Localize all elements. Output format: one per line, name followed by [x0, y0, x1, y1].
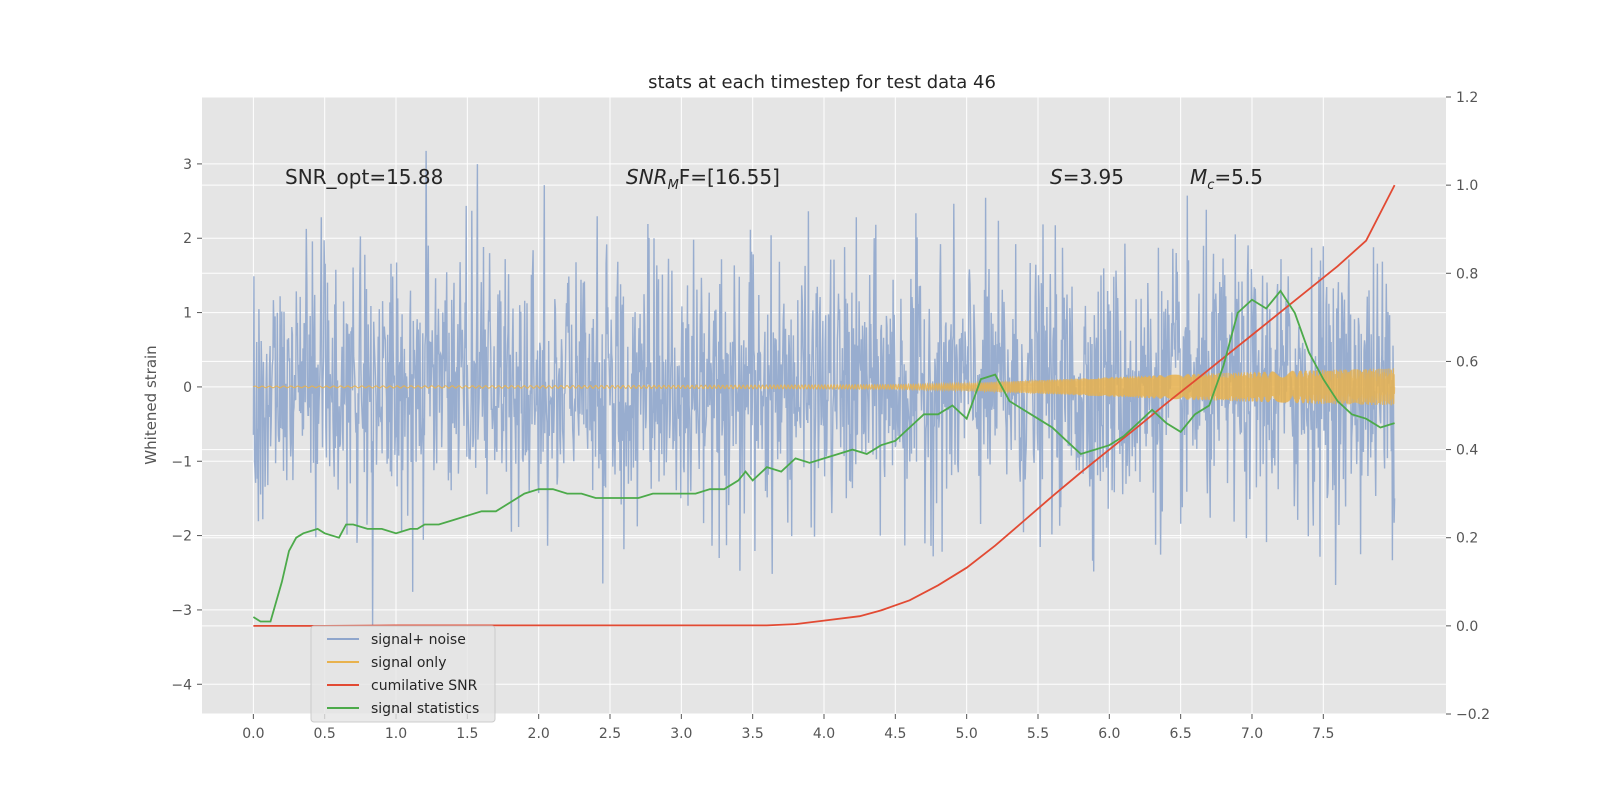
x-tick-label: 7.0 [1241, 726, 1263, 742]
y2-tick-label: 0.6 [1456, 354, 1478, 370]
chart-title: stats at each timestep for test data 46 [648, 72, 996, 93]
x-tick-label: 5.5 [1027, 726, 1049, 742]
y2-tick-label: 1.0 [1456, 178, 1478, 194]
y2-tick-label: −0.2 [1456, 707, 1490, 723]
legend-label-cumulative-snr: cumilative SNR [371, 678, 478, 694]
y2-tick-label: 0.4 [1456, 443, 1478, 459]
x-tick-label: 0.5 [314, 726, 336, 742]
y-tick-label: 1 [183, 306, 192, 322]
legend-label-signal-statistics: signal statistics [371, 701, 479, 717]
legend-box [310, 625, 496, 723]
signal-statistics-line [252, 289, 1395, 623]
x-tick-label: 0.0 [242, 726, 264, 742]
y-tick-label: −3 [171, 603, 192, 619]
y-axis-label: Whitened strain [142, 345, 160, 464]
annotation-snr-opt: SNR_opt=15.88 [285, 165, 443, 189]
legend-label-signal-noise: signal+ noise [371, 632, 466, 648]
y-tick-label: 2 [183, 231, 192, 247]
legend: signal+ noise signal only cumilative SNR… [310, 625, 496, 723]
x-tick-label: 5.0 [956, 726, 978, 742]
y2-tick-label: 0.0 [1456, 619, 1478, 635]
x-tick-label: 6.5 [1170, 726, 1192, 742]
legend-label-signal-only: signal only [371, 655, 446, 671]
x-tick-label: 6.0 [1098, 726, 1120, 742]
x-tick-label: 3.0 [670, 726, 692, 742]
annotation-s: S=3.95 [1050, 165, 1124, 189]
cumulative-snr-series [253, 184, 1396, 627]
y2-tick-label: 0.2 [1456, 531, 1478, 547]
x-tick-label: 2.0 [528, 726, 550, 742]
x-tick-label: 4.0 [813, 726, 835, 742]
y-tick-label: −1 [171, 454, 192, 470]
axes: 0.0 0.5 1.0 1.5 2.0 2.5 3.0 3.5 4.0 4.5 5.0 5.5 6.0 6… [171, 90, 1490, 742]
x-tick-label: 1.0 [385, 726, 407, 742]
y2-tick-label: 0.8 [1456, 266, 1478, 282]
signal-only-series [252, 368, 1396, 406]
x-tick-label: 7.5 [1312, 726, 1334, 742]
y-tick-label: 3 [183, 157, 192, 173]
y-tick-label: −4 [171, 677, 192, 693]
x-tick-label: 2.5 [599, 726, 621, 742]
annotation-mc: Mc=5.5 [1190, 165, 1263, 193]
y-tick-label: −2 [171, 529, 192, 545]
y2-tick-label: 1.2 [1456, 90, 1478, 106]
y-tick-label: 0 [183, 380, 192, 396]
signal-only-line [252, 368, 1396, 406]
x-tick-label: 1.5 [456, 726, 478, 742]
x-tick-label: 3.5 [742, 726, 764, 742]
x-tick-label: 4.5 [884, 726, 906, 742]
annotation-snr-mf: SNRMF=[16.55] [626, 165, 780, 193]
cumulative-snr-line [253, 184, 1396, 627]
signal-statistics-series [252, 289, 1395, 623]
